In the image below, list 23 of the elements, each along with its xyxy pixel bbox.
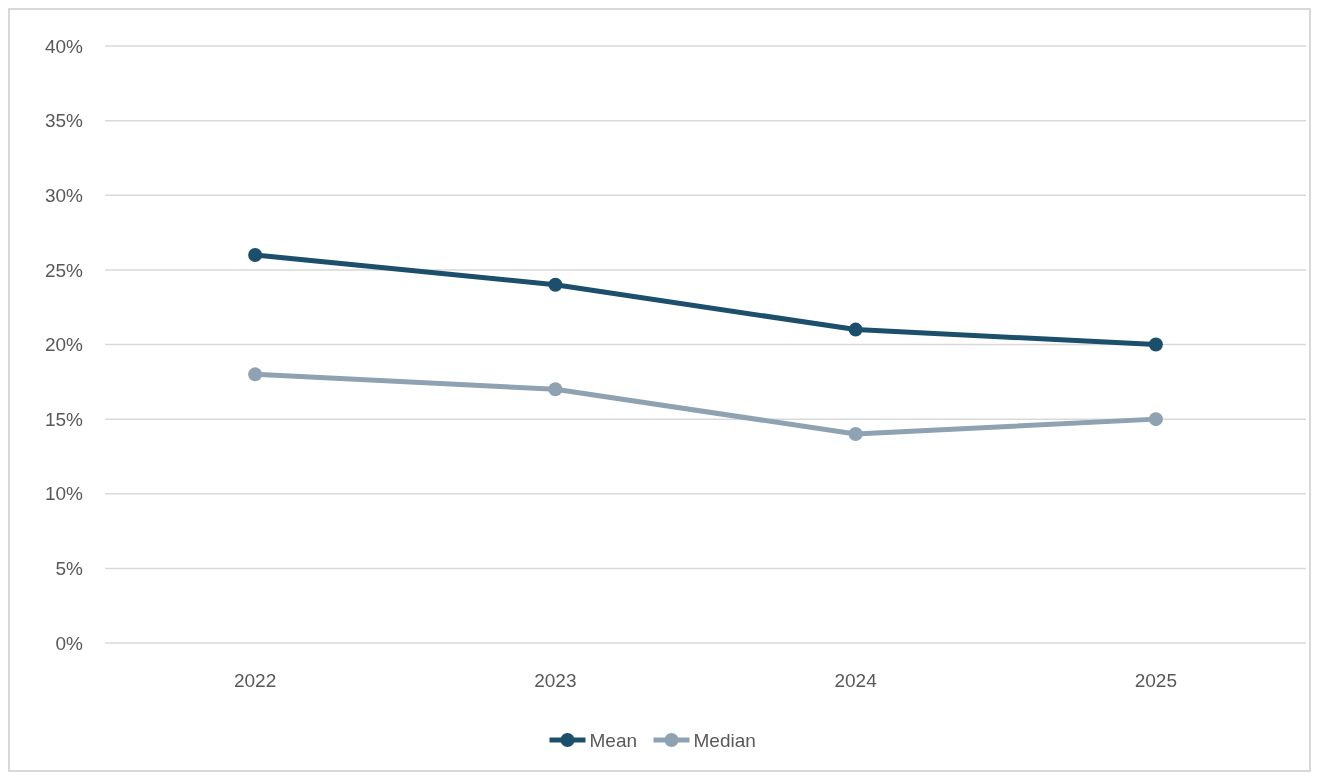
x-tick-label: 2022 [233, 670, 277, 691]
legend-label: Mean [589, 729, 638, 751]
y-tick-label: 20% [44, 334, 84, 356]
y-tick-label: 35% [44, 110, 84, 132]
point [548, 277, 563, 292]
point [848, 322, 863, 337]
y-tick-label: 5% [55, 558, 84, 580]
y-tick-label: 10% [44, 483, 84, 505]
point [248, 247, 263, 262]
y-tick-label: 30% [44, 184, 84, 206]
point [1148, 412, 1163, 427]
x-tick-label: 2024 [834, 670, 878, 691]
point [1148, 337, 1163, 352]
point [848, 427, 863, 442]
x-tick-label: 2023 [534, 670, 577, 691]
point [548, 382, 563, 397]
point [248, 367, 263, 382]
y-tick-label: 25% [44, 259, 84, 281]
y-tick-label: 15% [44, 408, 84, 430]
x-tick-label: 2025 [1134, 670, 1178, 691]
legend-label: Median [693, 729, 756, 751]
y-tick-label: 0% [55, 632, 84, 654]
y-tick-label: 40% [44, 35, 84, 57]
